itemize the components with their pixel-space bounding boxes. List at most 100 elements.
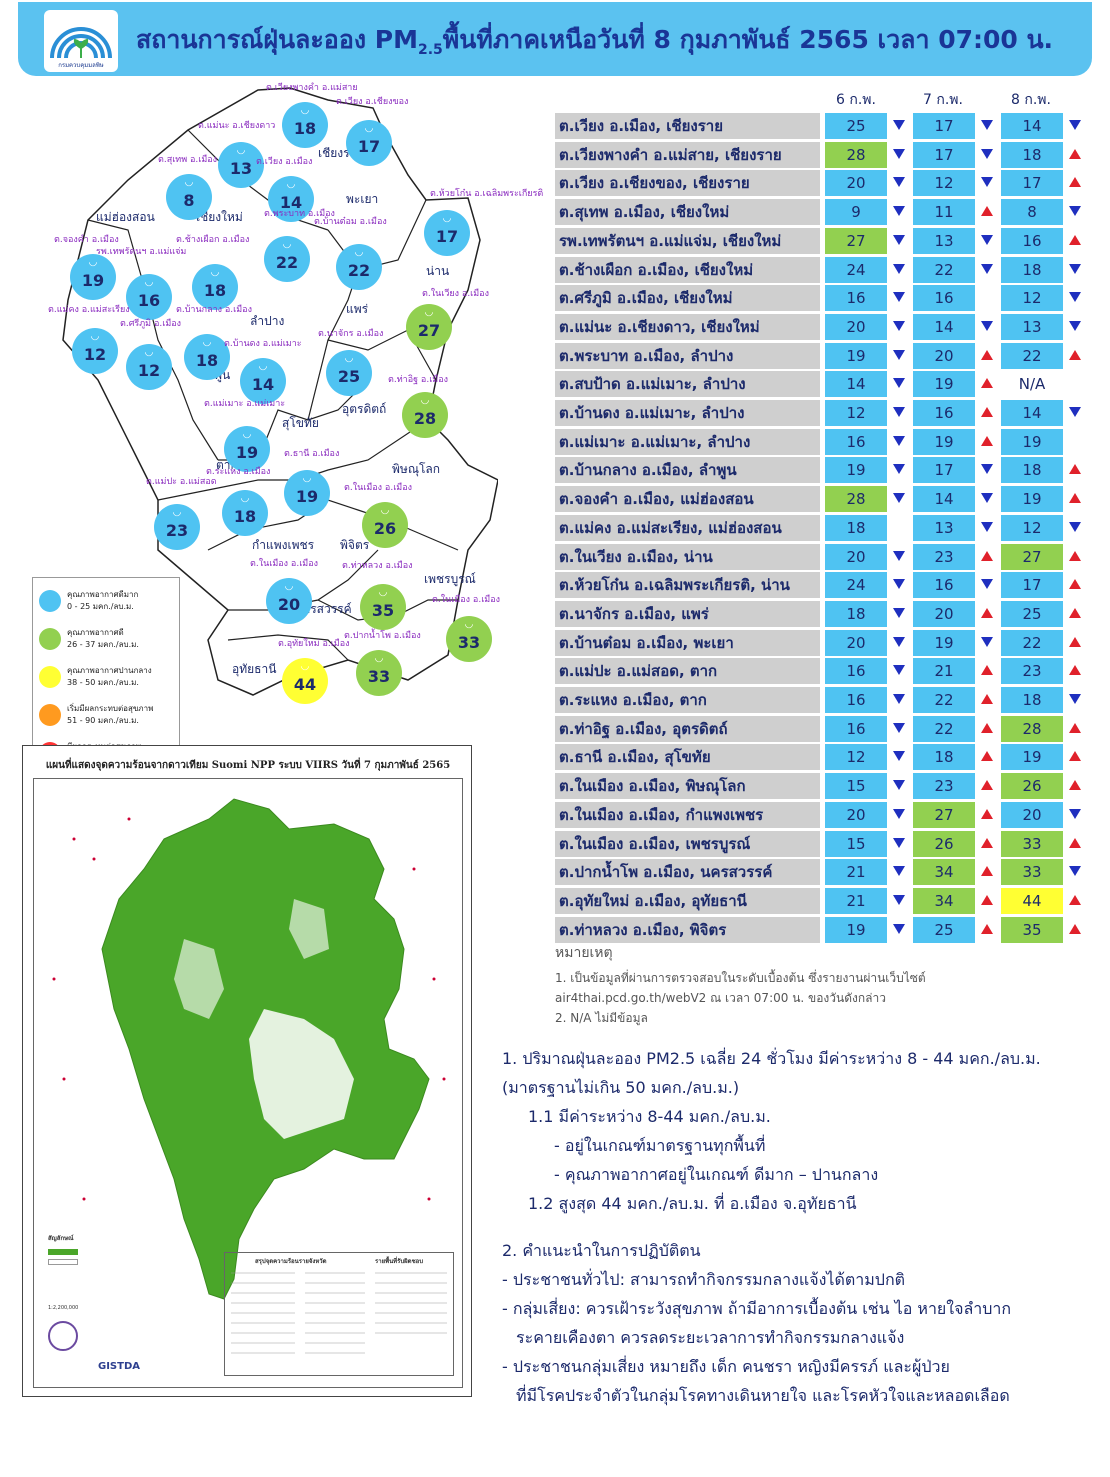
smile-face-icon: ◡ xyxy=(381,505,389,516)
arrow-down-icon xyxy=(893,694,907,706)
station-marker[interactable]: ◡ 33 xyxy=(446,616,492,662)
station-name-cell: ต.พระบาท อ.เมือง, ลำปาง xyxy=(555,342,820,369)
province-label: กำแพงเพชร xyxy=(252,538,315,552)
station-name-cell: ต.ธานี อ.เมือง, สุโขทัย xyxy=(555,744,820,771)
station-name-cell: ต.ปากน้ำโพ อ.เมือง, นครสวรรค์ xyxy=(555,859,820,886)
arrow-down-icon xyxy=(893,607,907,620)
arrow-down-icon xyxy=(981,120,995,132)
summary-line-2: (มาตรฐานไม่เกิน 50 มคก./ลบ.ม.) xyxy=(502,1078,740,1097)
pm25-value-cell: 25 xyxy=(913,916,975,943)
legend-color-dot xyxy=(39,704,61,726)
pm25-value-cell: 17 xyxy=(913,141,975,168)
legend-item: คุณภาพอากาศปานกลาง 38 - 50 มคก./ลบ.ม. xyxy=(39,662,179,696)
station-marker[interactable]: ◡ 33 xyxy=(356,650,402,696)
pm25-value-cell: 18 xyxy=(913,744,975,771)
arrow-down-icon xyxy=(893,894,907,907)
station-marker[interactable]: ◡ 12 xyxy=(72,328,118,374)
station-marker[interactable]: ◡ 27 xyxy=(406,304,452,350)
province-label: พิจิตร xyxy=(340,538,370,552)
smile-face-icon: ◡ xyxy=(145,347,153,358)
table-row: ต.อุทัยใหม่ อ.เมือง, อุทัยธานี 21 34 44 xyxy=(555,887,1085,914)
arrow-up-icon xyxy=(1069,923,1083,936)
station-marker[interactable]: ◡ 17 xyxy=(424,210,470,256)
pm25-value-cell: 14 xyxy=(1001,400,1063,426)
station-marker[interactable]: ◡ 19 xyxy=(70,254,116,300)
smile-face-icon: ◡ xyxy=(243,429,251,440)
table-notes: หมายเหตุ 1. เป็นข้อมูลที่ผ่านการตรวจสอบใ… xyxy=(555,942,1015,1028)
smile-face-icon: ◡ xyxy=(301,661,309,672)
station-name-cell: ต.บ้านต๋อม อ.เมือง, พะเยา xyxy=(555,629,820,656)
station-label: ต.ช้างเผือก อ.เมือง xyxy=(176,235,250,245)
aqi-legend: คุณภาพอากาศดีมาก 0 - 25 มคก./ลบ.ม. คุณภาพอ… xyxy=(32,577,180,773)
pm25-value-cell: 17 xyxy=(913,113,975,139)
station-marker[interactable]: ◡ 17 xyxy=(346,120,392,166)
arrow-down-icon xyxy=(981,579,995,591)
viirs-scale: 1:2,200,000 xyxy=(48,1305,79,1311)
pm25-value-cell: 20 xyxy=(825,801,887,828)
arrow-down-icon xyxy=(893,722,907,735)
station-label: ต.เวียง อ.เชียงของ xyxy=(336,97,409,107)
pm25-value-cell: 12 xyxy=(825,744,887,771)
arrow-down-icon xyxy=(893,206,907,218)
station-marker[interactable]: ◡ 22 xyxy=(264,236,310,282)
smile-face-icon: ◡ xyxy=(365,123,373,134)
station-marker[interactable]: ◡ 35 xyxy=(360,584,406,630)
arrow-down-icon xyxy=(981,493,995,505)
station-marker[interactable]: ◡ 25 xyxy=(326,350,372,396)
table-row: ต.เวียง อ.เมือง, เชียงราย 25 17 14 xyxy=(555,113,1085,139)
arrow-down-icon xyxy=(981,636,995,649)
station-marker[interactable]: ◡ 18 xyxy=(282,102,328,148)
arrow-down-icon xyxy=(893,407,907,419)
smile-face-icon: ◡ xyxy=(443,213,451,224)
table-row: ต.ช้างเผือก อ.เมือง, เชียงใหม่ 24 22 18 xyxy=(555,256,1085,283)
station-value: 18 xyxy=(203,281,227,300)
station-marker[interactable]: ◡ 20 xyxy=(266,578,312,624)
station-value: 26 xyxy=(373,519,397,538)
station-marker[interactable]: ◡ 13 xyxy=(218,142,264,188)
pm25-value-cell: 34 xyxy=(913,859,975,886)
pm25-value-cell: 16 xyxy=(825,428,887,455)
station-name-cell: ต.เวียง อ.เชียงของ, เชียงราย xyxy=(555,170,820,197)
station-marker[interactable]: ◡ 18 xyxy=(184,334,230,380)
smile-face-icon: ◡ xyxy=(173,507,181,518)
pm25-value-cell: 17 xyxy=(1001,170,1063,197)
station-marker[interactable]: ◡ 19 xyxy=(224,426,270,472)
smile-face-icon: ◡ xyxy=(283,239,291,250)
station-name-cell: ต.แม่คง อ.แม่สะเรียง, แม่ฮ่องสอน xyxy=(555,514,820,541)
smile-face-icon: ◡ xyxy=(285,581,293,592)
station-value: 19 xyxy=(295,487,319,506)
station-marker[interactable]: ◡ 14 xyxy=(240,358,286,404)
arrow-up-icon xyxy=(1069,148,1083,161)
station-marker[interactable]: ◡ 19 xyxy=(284,470,330,516)
col-header-6feb: 6 ก.พ. xyxy=(836,92,876,108)
table-row: ต.ในเมือง อ.เมือง, เพชรบูรณ์ 15 26 33 xyxy=(555,830,1085,857)
station-value: 14 xyxy=(279,193,303,212)
station-marker[interactable]: ◡ 44 xyxy=(282,658,328,704)
station-marker[interactable]: ◡ 28 xyxy=(402,392,448,438)
station-marker[interactable]: ◡ 23 xyxy=(154,504,200,550)
station-marker[interactable]: ◡ 8 xyxy=(166,174,212,220)
pm25-value-cell: 18 xyxy=(1001,457,1063,484)
legend-color-dot xyxy=(39,666,61,688)
arrow-up-icon xyxy=(981,780,995,792)
station-marker[interactable]: ◡ 22 xyxy=(336,244,382,290)
province-label: แพร่ xyxy=(346,302,369,316)
pm25-value-cell: 16 xyxy=(913,572,975,599)
station-marker[interactable]: ◡ 14 xyxy=(268,176,314,222)
station-marker[interactable]: ◡ 26 xyxy=(362,502,408,548)
station-value: 33 xyxy=(367,667,391,686)
pm25-value-cell: 27 xyxy=(913,801,975,828)
station-label: ต.บ้านกลาง อ.เมือง xyxy=(176,305,252,315)
pm25-value-cell: 28 xyxy=(1001,715,1063,742)
station-label: ต.ระแหง อ.เมือง xyxy=(206,467,271,477)
station-marker[interactable]: ◡ 16 xyxy=(126,274,172,320)
station-label: ต.บ้านต๋อม อ.เมือง xyxy=(314,217,387,227)
station-marker[interactable]: ◡ 18 xyxy=(222,490,268,536)
station-value: 12 xyxy=(83,345,107,364)
station-value: 8 xyxy=(183,191,195,210)
smile-face-icon: ◡ xyxy=(345,353,353,364)
station-marker[interactable]: ◡ 12 xyxy=(126,344,172,390)
pm25-value-cell: 19 xyxy=(913,371,975,398)
station-marker[interactable]: ◡ 18 xyxy=(192,264,238,310)
station-label: ต.แม่เมาะ อ.แม่เมาะ xyxy=(204,399,286,409)
